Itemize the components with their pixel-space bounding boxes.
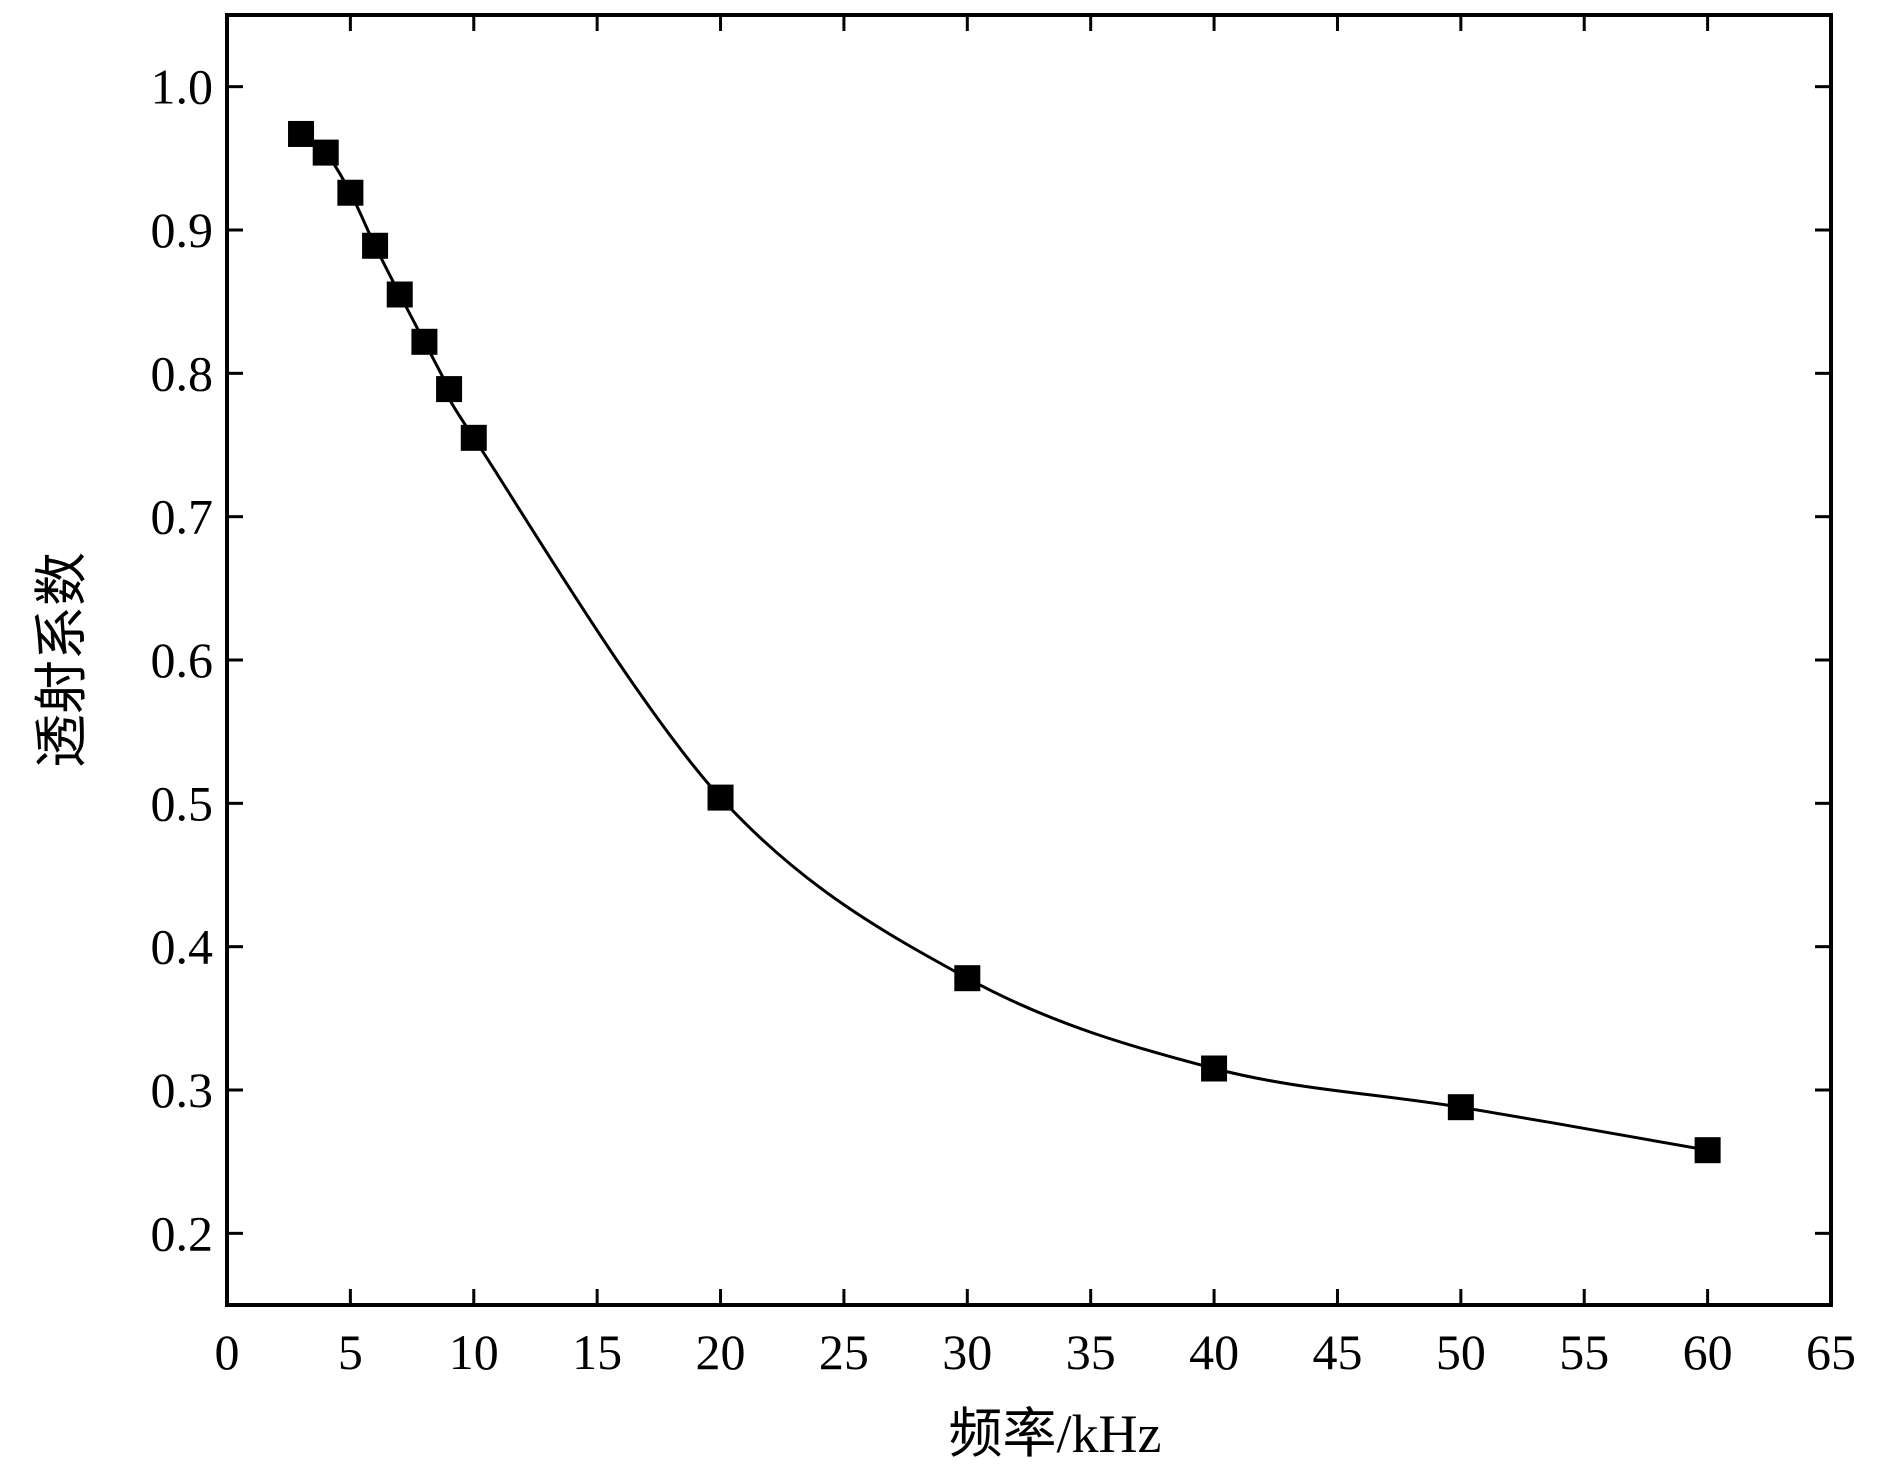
y-tick-label: 0.8 <box>151 345 214 401</box>
data-point-marker <box>954 965 981 992</box>
data-point-marker <box>1694 1137 1721 1164</box>
x-axis-ticks <box>225 15 1833 1305</box>
y-tick-label: 0.5 <box>151 775 214 831</box>
y-axis-tick-labels: 0.2 0.3 0.4 0.5 0.6 0.7 0.8 0.9 1.0 <box>151 59 214 1262</box>
x-tick-label: 65 <box>1806 1324 1856 1380</box>
y-axis-title: 透射系数 <box>32 552 92 768</box>
data-point-marker <box>460 424 487 451</box>
series-line <box>300 132 1708 1152</box>
y-axis-ticks <box>227 85 1831 1235</box>
y-tick-label: 1.0 <box>151 59 214 115</box>
data-point-marker <box>436 376 463 403</box>
x-tick-label: 0 <box>215 1324 240 1380</box>
x-tick-label: 10 <box>449 1324 499 1380</box>
x-tick-label: 45 <box>1312 1324 1362 1380</box>
y-tick-label: 0.9 <box>151 202 214 258</box>
y-tick-label: 0.7 <box>151 489 214 545</box>
y-tick-label: 0.2 <box>151 1205 214 1261</box>
x-tick-label: 35 <box>1066 1324 1116 1380</box>
x-tick-label: 30 <box>942 1324 992 1380</box>
x-tick-label: 15 <box>572 1324 622 1380</box>
series-markers <box>288 120 1721 1164</box>
data-point-marker <box>288 120 315 147</box>
data-point-marker <box>362 232 389 259</box>
data-point-marker <box>707 784 734 811</box>
data-point-marker <box>312 139 339 166</box>
x-tick-label: 25 <box>819 1324 869 1380</box>
y-tick-label: 0.3 <box>151 1062 214 1118</box>
x-tick-label: 50 <box>1436 1324 1486 1380</box>
data-point-marker <box>411 328 438 355</box>
data-point-marker <box>1201 1055 1228 1082</box>
data-point-marker <box>1447 1094 1474 1121</box>
x-tick-label: 20 <box>696 1324 746 1380</box>
plot-frame <box>225 13 1833 1307</box>
x-axis-title: 频率/kHz <box>949 1404 1162 1464</box>
x-tick-label: 5 <box>338 1324 363 1380</box>
data-point-marker <box>337 179 364 206</box>
x-tick-label: 40 <box>1189 1324 1239 1380</box>
x-axis-tick-labels: 0 5 10 15 20 25 30 35 40 45 50 55 60 65 <box>215 1324 1857 1380</box>
x-tick-label: 55 <box>1559 1324 1609 1380</box>
y-tick-label: 0.6 <box>151 632 214 688</box>
data-point-marker <box>386 281 413 308</box>
x-tick-label: 60 <box>1683 1324 1733 1380</box>
y-tick-label: 0.4 <box>151 919 214 975</box>
